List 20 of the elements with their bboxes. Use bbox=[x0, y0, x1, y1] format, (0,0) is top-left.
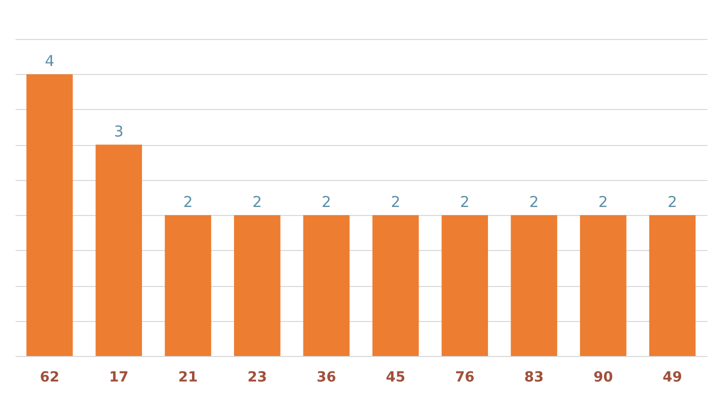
data-label: 4 bbox=[44, 52, 54, 70]
x-tick-label: 49 bbox=[662, 370, 682, 386]
data-label: 2 bbox=[529, 193, 539, 212]
data-label: 3 bbox=[114, 122, 124, 141]
x-tick-label: 83 bbox=[524, 370, 544, 386]
x-tick-label: 36 bbox=[316, 370, 336, 386]
data-label: 2 bbox=[390, 193, 400, 212]
data-label: 2 bbox=[322, 193, 332, 212]
data-label: 2 bbox=[460, 193, 470, 212]
x-tick-label: 62 bbox=[40, 370, 60, 386]
x-tick-label: 21 bbox=[178, 370, 198, 386]
data-label: 2 bbox=[252, 193, 262, 212]
data-label: 2 bbox=[183, 193, 193, 212]
data-label: 2 bbox=[668, 193, 678, 212]
data-label: 2 bbox=[598, 193, 608, 212]
x-tick-label: 23 bbox=[247, 370, 267, 386]
x-tick-label: 17 bbox=[109, 370, 129, 386]
x-tick-label: 45 bbox=[386, 370, 406, 386]
x-tick-label: 76 bbox=[455, 370, 475, 386]
x-tick-label: 90 bbox=[593, 370, 614, 386]
